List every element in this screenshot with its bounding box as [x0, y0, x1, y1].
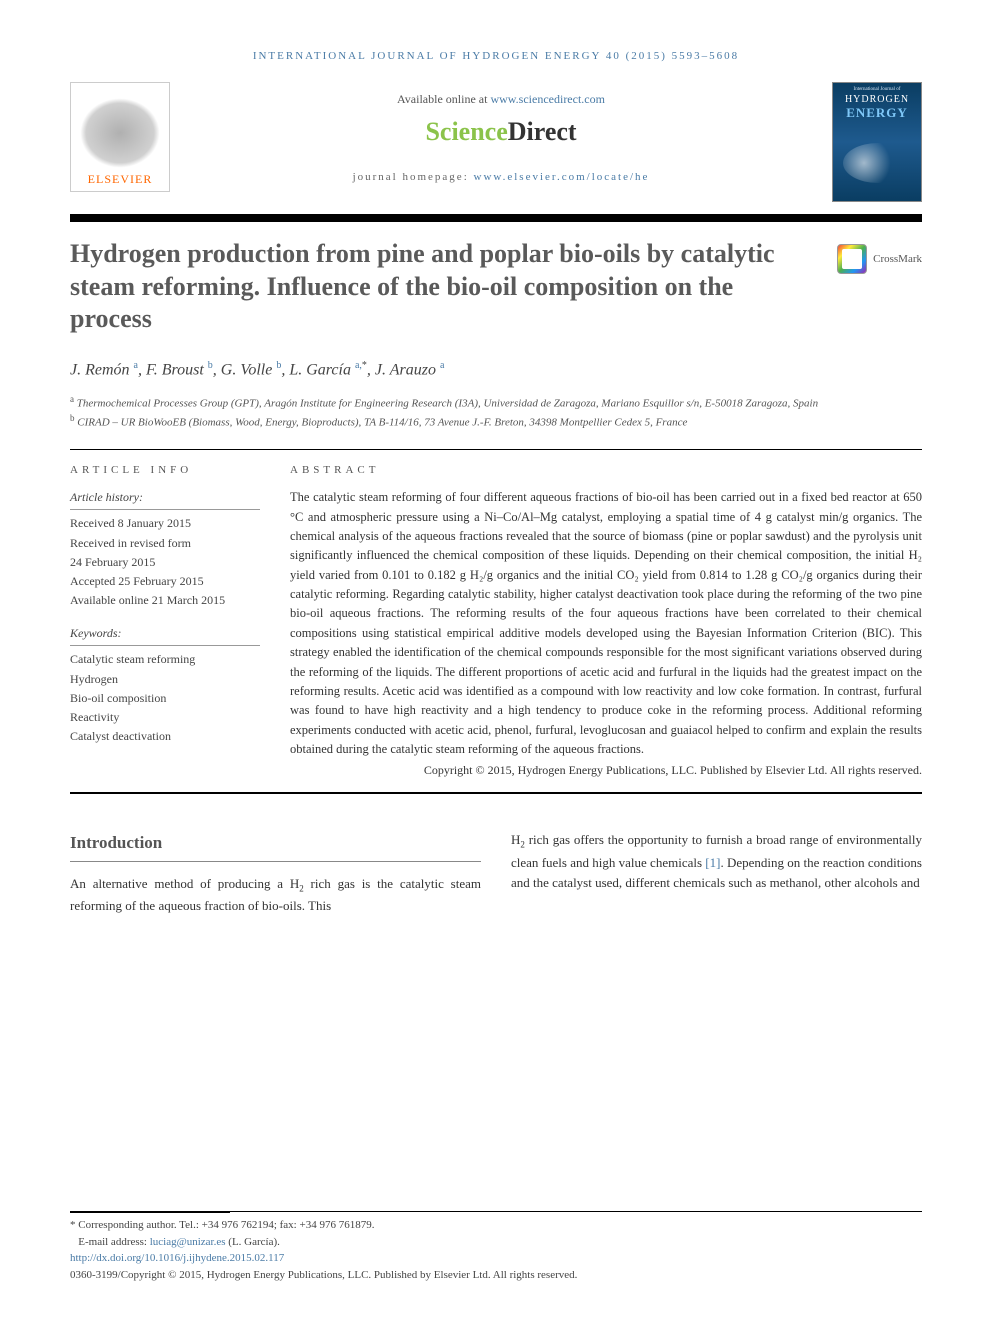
affiliation-b: b CIRAD – UR BioWooEB (Biomass, Wood, En… — [70, 412, 922, 431]
abstract-copyright: Copyright © 2015, Hydrogen Energy Public… — [290, 763, 922, 778]
keyword: Bio-oil composition — [70, 689, 260, 708]
abstract-text: The catalytic steam reforming of four di… — [290, 488, 922, 759]
introduction-heading: Introduction — [70, 830, 481, 861]
sciencedirect-logo[interactable]: ScienceDirect — [170, 117, 832, 147]
footnotes: * Corresponding author. Tel.: +34 976 76… — [70, 1211, 922, 1283]
keyword: Catalyst deactivation — [70, 727, 260, 746]
title-separator-bar — [70, 214, 922, 222]
sd-sci: Science — [425, 117, 507, 146]
corresponding-email: E-mail address: luciag@unizar.es (L. Gar… — [70, 1234, 922, 1251]
email-label: E-mail address: — [78, 1236, 149, 1248]
keyword: Hydrogen — [70, 670, 260, 689]
history-line: Received in revised form — [70, 534, 260, 553]
ref-link-1[interactable]: [1] — [705, 855, 720, 870]
history-line: Received 8 January 2015 — [70, 514, 260, 533]
title-row: Hydrogen production from pine and poplar… — [70, 238, 922, 336]
affiliations: a Thermochemical Processes Group (GPT), … — [70, 393, 922, 431]
cover-en: ENERGY — [837, 105, 917, 121]
running-head: international journal of hydrogen energy… — [70, 50, 922, 62]
info-abstract-row: article info Article history: Received 8… — [70, 464, 922, 778]
journal-cover-thumb[interactable]: International Journal of HYDROGEN ENERGY — [832, 82, 922, 202]
crossmark-badge-icon — [837, 244, 867, 274]
elsevier-logo[interactable]: ELSEVIER — [70, 82, 170, 192]
authors: J. Remón a, F. Broust b, G. Volle b, L. … — [70, 360, 922, 379]
elsevier-label: ELSEVIER — [88, 172, 153, 191]
email-link[interactable]: luciag@unizar.es — [150, 1236, 226, 1248]
history-line: Accepted 25 February 2015 — [70, 572, 260, 591]
article-history-label: Article history: — [70, 488, 260, 510]
available-online-text: Available online at — [397, 92, 490, 106]
article-history: Article history: Received 8 January 2015… — [70, 488, 260, 610]
article-info-col: article info Article history: Received 8… — [70, 464, 260, 778]
journal-homepage: journal homepage: www.elsevier.com/locat… — [170, 171, 832, 183]
crossmark-label: CrossMark — [873, 253, 922, 265]
crossmark[interactable]: CrossMark — [837, 244, 922, 274]
intro-para-right: H2 rich gas offers the opportunity to fu… — [511, 830, 922, 893]
keyword: Catalytic steam reforming — [70, 650, 260, 669]
keywords-label: Keywords: — [70, 624, 260, 646]
history-line: Available online 21 March 2015 — [70, 591, 260, 610]
keywords: Keywords: Catalytic steam reformingHydro… — [70, 624, 260, 746]
available-online: Available online at www.sciencedirect.co… — [170, 92, 832, 107]
footnote-rule — [70, 1212, 230, 1213]
sciencedirect-link[interactable]: www.sciencedirect.com — [490, 92, 605, 106]
abstract-end-divider — [70, 792, 922, 794]
affiliation-b-text: CIRAD – UR BioWooEB (Biomass, Wood, Ener… — [77, 417, 687, 429]
affiliation-a: a Thermochemical Processes Group (GPT), … — [70, 393, 922, 412]
affiliation-a-text: Thermochemical Processes Group (GPT), Ar… — [77, 397, 818, 409]
article-title: Hydrogen production from pine and poplar… — [70, 238, 837, 336]
header-block: ELSEVIER Available online at www.science… — [70, 82, 922, 202]
divider — [70, 449, 922, 450]
intro-para-left: An alternative method of producing a H2 … — [70, 874, 481, 917]
body-col-right: H2 rich gas offers the opportunity to fu… — [511, 830, 922, 916]
history-line: 24 February 2015 — [70, 553, 260, 572]
issn-copyright: 0360-3199/Copyright © 2015, Hydrogen Ene… — [70, 1267, 922, 1284]
journal-homepage-label: journal homepage: — [353, 171, 474, 183]
abstract-heading: abstract — [290, 464, 922, 476]
email-name: (L. García). — [226, 1236, 280, 1248]
journal-homepage-link[interactable]: www.elsevier.com/locate/he — [474, 171, 650, 183]
cover-swirl-icon — [843, 143, 913, 183]
body-col-left: Introduction An alternative method of pr… — [70, 830, 481, 916]
center-header: Available online at www.sciencedirect.co… — [170, 82, 832, 183]
article-info-heading: article info — [70, 464, 260, 476]
elsevier-tree-icon — [80, 98, 160, 168]
doi-link[interactable]: http://dx.doi.org/10.1016/j.ijhydene.201… — [70, 1252, 284, 1264]
cover-hy: HYDROGEN — [837, 94, 917, 105]
corresponding-author: * Corresponding author. Tel.: +34 976 76… — [70, 1217, 922, 1234]
cover-top: International Journal of — [837, 87, 917, 92]
body-columns: Introduction An alternative method of pr… — [70, 830, 922, 916]
sd-dir: Direct — [508, 117, 577, 146]
abstract-col: abstract The catalytic steam reforming o… — [290, 464, 922, 778]
keyword: Reactivity — [70, 708, 260, 727]
